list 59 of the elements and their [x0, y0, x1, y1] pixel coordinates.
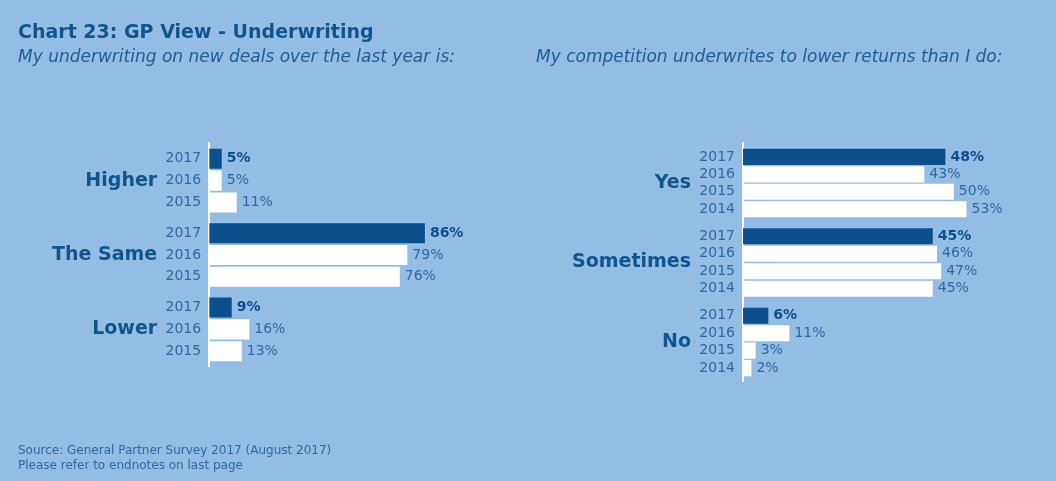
chart-title: Chart 23: GP View - Underwriting — [18, 20, 374, 42]
data-label: 46% — [941, 244, 974, 261]
data-label: 5% — [226, 149, 251, 166]
text: 2014 — [699, 279, 736, 296]
series-label: 2015 — [165, 193, 202, 210]
data-label: 43% — [929, 165, 961, 182]
bar — [209, 223, 425, 244]
bar — [209, 297, 232, 318]
bar — [743, 307, 769, 324]
text: 2016 — [165, 245, 202, 262]
text: Please refer to endnotes on last page — [18, 458, 244, 473]
data-label: 86% — [429, 223, 464, 240]
y-tick-label: Yes — [653, 170, 692, 193]
text: 2015 — [699, 341, 736, 358]
data-label: 53% — [971, 199, 1003, 216]
y-tick-label: Sometimes — [571, 249, 692, 272]
bar — [743, 148, 946, 165]
text: 2017 — [699, 306, 736, 323]
bar — [743, 228, 933, 245]
series-label: 2017 — [699, 147, 736, 164]
data-label: 5% — [226, 171, 249, 188]
text: 2015 — [699, 261, 736, 278]
text: 2017 — [699, 226, 736, 243]
data-label: 6% — [773, 306, 798, 323]
bar — [209, 148, 222, 169]
data-label: 47% — [946, 261, 978, 278]
data-label: 48% — [950, 147, 984, 164]
series-label: 2016 — [699, 165, 736, 182]
data-label: 11% — [794, 323, 826, 340]
chart-subtitle: My underwriting on new deals over the last year is: — [18, 46, 455, 66]
y-tick-label: No — [662, 328, 692, 351]
source-note: Source: General Partner Survey 2017 (August 2017) — [18, 443, 332, 458]
y-tick-label: Higher — [85, 167, 158, 190]
data-label: 11% — [241, 193, 273, 210]
series-label: 2017 — [165, 149, 202, 166]
data-label: 9% — [236, 298, 261, 315]
series-label: 2015 — [699, 182, 736, 199]
data-label: 76% — [404, 267, 436, 284]
data-label: 79% — [412, 245, 444, 262]
text: 2015 — [165, 341, 202, 358]
data-label: 2% — [756, 358, 779, 375]
y-tick-label: Lower — [92, 316, 158, 339]
text: 2017 — [165, 298, 202, 315]
text: 2016 — [165, 320, 202, 337]
data-label: 16% — [254, 320, 286, 337]
data-label: 3% — [760, 341, 783, 358]
text: 2017 — [165, 223, 202, 240]
text: 2016 — [699, 244, 736, 261]
series-label: 2016 — [165, 171, 202, 188]
series-label: 2014 — [699, 199, 736, 216]
data-label: 45% — [937, 226, 972, 243]
data-label: 45% — [937, 279, 969, 296]
text: 2015 — [165, 267, 202, 284]
chart-subtitle: My competition underwrites to lower returns than I do: — [536, 46, 1003, 66]
data-label: 13% — [246, 341, 278, 358]
y-tick-label: The Same — [51, 241, 158, 264]
data-label: 50% — [958, 182, 990, 199]
text: 2014 — [699, 358, 736, 375]
text: 2016 — [699, 323, 736, 340]
